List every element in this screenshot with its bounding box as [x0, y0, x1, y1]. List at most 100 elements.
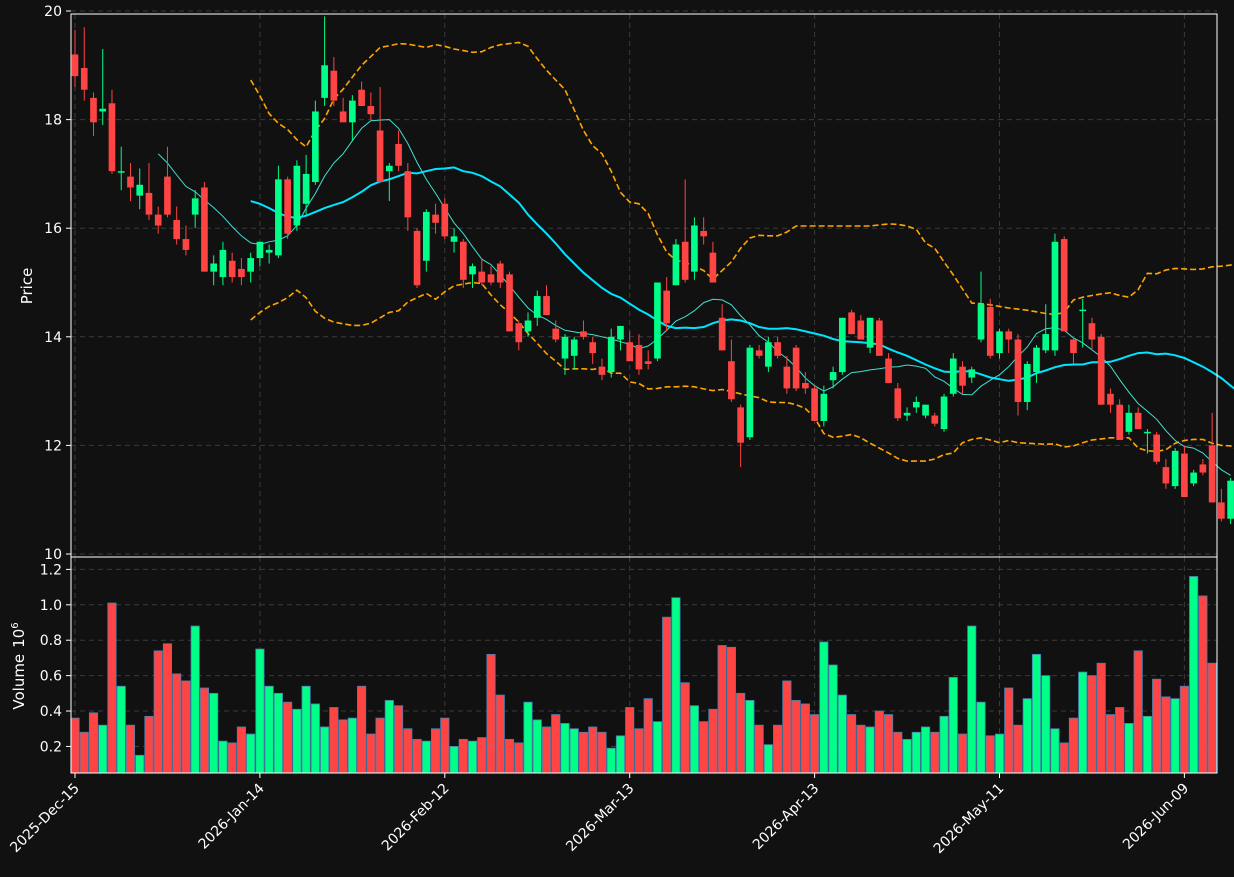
candle-body	[672, 244, 680, 286]
candle-body	[848, 312, 855, 335]
volume-bar	[236, 726, 246, 774]
candle-body	[108, 103, 116, 172]
volume-bar	[773, 724, 783, 774]
volume-bar	[976, 701, 986, 774]
volume-bar	[763, 744, 773, 774]
volume-bar	[1207, 662, 1217, 774]
volume-bar	[985, 735, 995, 774]
volume-bar	[800, 703, 810, 774]
volume-bar	[902, 738, 912, 774]
candle-body	[127, 176, 134, 188]
candle-body	[496, 263, 504, 283]
candle-body	[1005, 331, 1013, 340]
volume-bar	[551, 714, 561, 774]
volume-bar	[255, 648, 265, 774]
candle-body	[339, 111, 347, 123]
volume-bar	[994, 733, 1005, 774]
volume-bar	[745, 700, 755, 774]
volume-bar	[828, 664, 838, 774]
candle-body	[857, 320, 865, 340]
candle-body	[996, 331, 1003, 354]
volume-bar	[209, 692, 219, 774]
candle-body	[644, 361, 652, 364]
price-tick-label: 16	[44, 221, 62, 237]
candle-body	[1190, 472, 1197, 484]
candle-body	[191, 198, 199, 215]
volume-bar	[1179, 685, 1189, 774]
volume-bar	[1050, 728, 1060, 774]
candle-body	[1051, 241, 1059, 351]
volume-bar	[449, 746, 459, 774]
volume-bar	[736, 692, 746, 774]
volume-bar	[421, 740, 431, 774]
candle-body	[820, 393, 828, 421]
volume-axis-label: Volume	[10, 654, 28, 710]
volume-bar	[273, 692, 283, 774]
volume-tick-label: 1.2	[40, 562, 62, 578]
volume-bar	[190, 625, 200, 774]
candle-body	[1218, 502, 1225, 519]
volume-bar	[625, 707, 635, 774]
volume-bar	[144, 715, 154, 774]
volume-bar	[107, 602, 117, 774]
candle-body	[912, 401, 920, 408]
candle-body	[783, 366, 791, 389]
candle-body	[1153, 434, 1160, 462]
volume-bar	[135, 754, 145, 774]
candle-body	[709, 252, 717, 283]
candle-body	[1134, 412, 1142, 430]
candle-body	[1014, 339, 1022, 402]
candle-body	[1079, 309, 1087, 312]
volume-bar	[1031, 653, 1042, 774]
candles	[71, 16, 1234, 525]
volume-bar	[893, 731, 903, 774]
volume-bar	[458, 738, 468, 774]
volume-bar	[125, 724, 136, 774]
candle-body	[1088, 323, 1096, 340]
candle-body	[1023, 363, 1031, 402]
candle-body	[728, 361, 735, 400]
candle-body	[487, 274, 495, 283]
price-tick-label: 12	[44, 438, 62, 454]
volume-bar	[162, 643, 173, 774]
volume-bar	[606, 747, 616, 774]
candle-body	[524, 320, 532, 332]
candle-body	[441, 203, 449, 237]
candle-body	[154, 214, 162, 226]
candle-body	[469, 266, 476, 275]
candle-body	[1199, 464, 1207, 473]
volume-tick-label: 0.2	[40, 739, 62, 755]
volume-bar	[292, 708, 302, 774]
candle-body	[238, 268, 245, 278]
candle-body	[136, 184, 144, 196]
candle-body	[903, 412, 911, 416]
candle-body	[737, 407, 744, 443]
volume-bar	[569, 728, 579, 774]
volume-bar	[440, 717, 450, 774]
bollinger-bands	[250, 41, 1234, 462]
candle-body	[376, 130, 384, 183]
candle-body	[755, 350, 763, 356]
volume-bar	[283, 701, 293, 774]
candle-body	[663, 290, 671, 324]
volume-bar	[920, 726, 931, 774]
volume-bar	[699, 721, 709, 774]
volume-bar	[514, 742, 524, 774]
volume-bar	[810, 714, 820, 774]
candle-body	[1162, 467, 1170, 484]
volume-bar	[726, 646, 736, 774]
candle-body	[922, 404, 929, 416]
candle-body	[543, 296, 550, 316]
candle-body	[765, 342, 772, 367]
volume-bar	[819, 641, 829, 774]
candle-body	[580, 331, 587, 337]
candle-body	[1227, 480, 1234, 519]
candle-body	[478, 271, 486, 283]
price-axis-ticks: 10 12 14 16 18 20	[44, 4, 71, 563]
volume-bar	[1087, 675, 1097, 774]
candle-body	[654, 282, 661, 359]
candle-body	[90, 97, 97, 123]
candle-body	[977, 304, 985, 340]
volume-bar	[837, 694, 847, 774]
volume-tick-label: 0.8	[40, 633, 62, 649]
